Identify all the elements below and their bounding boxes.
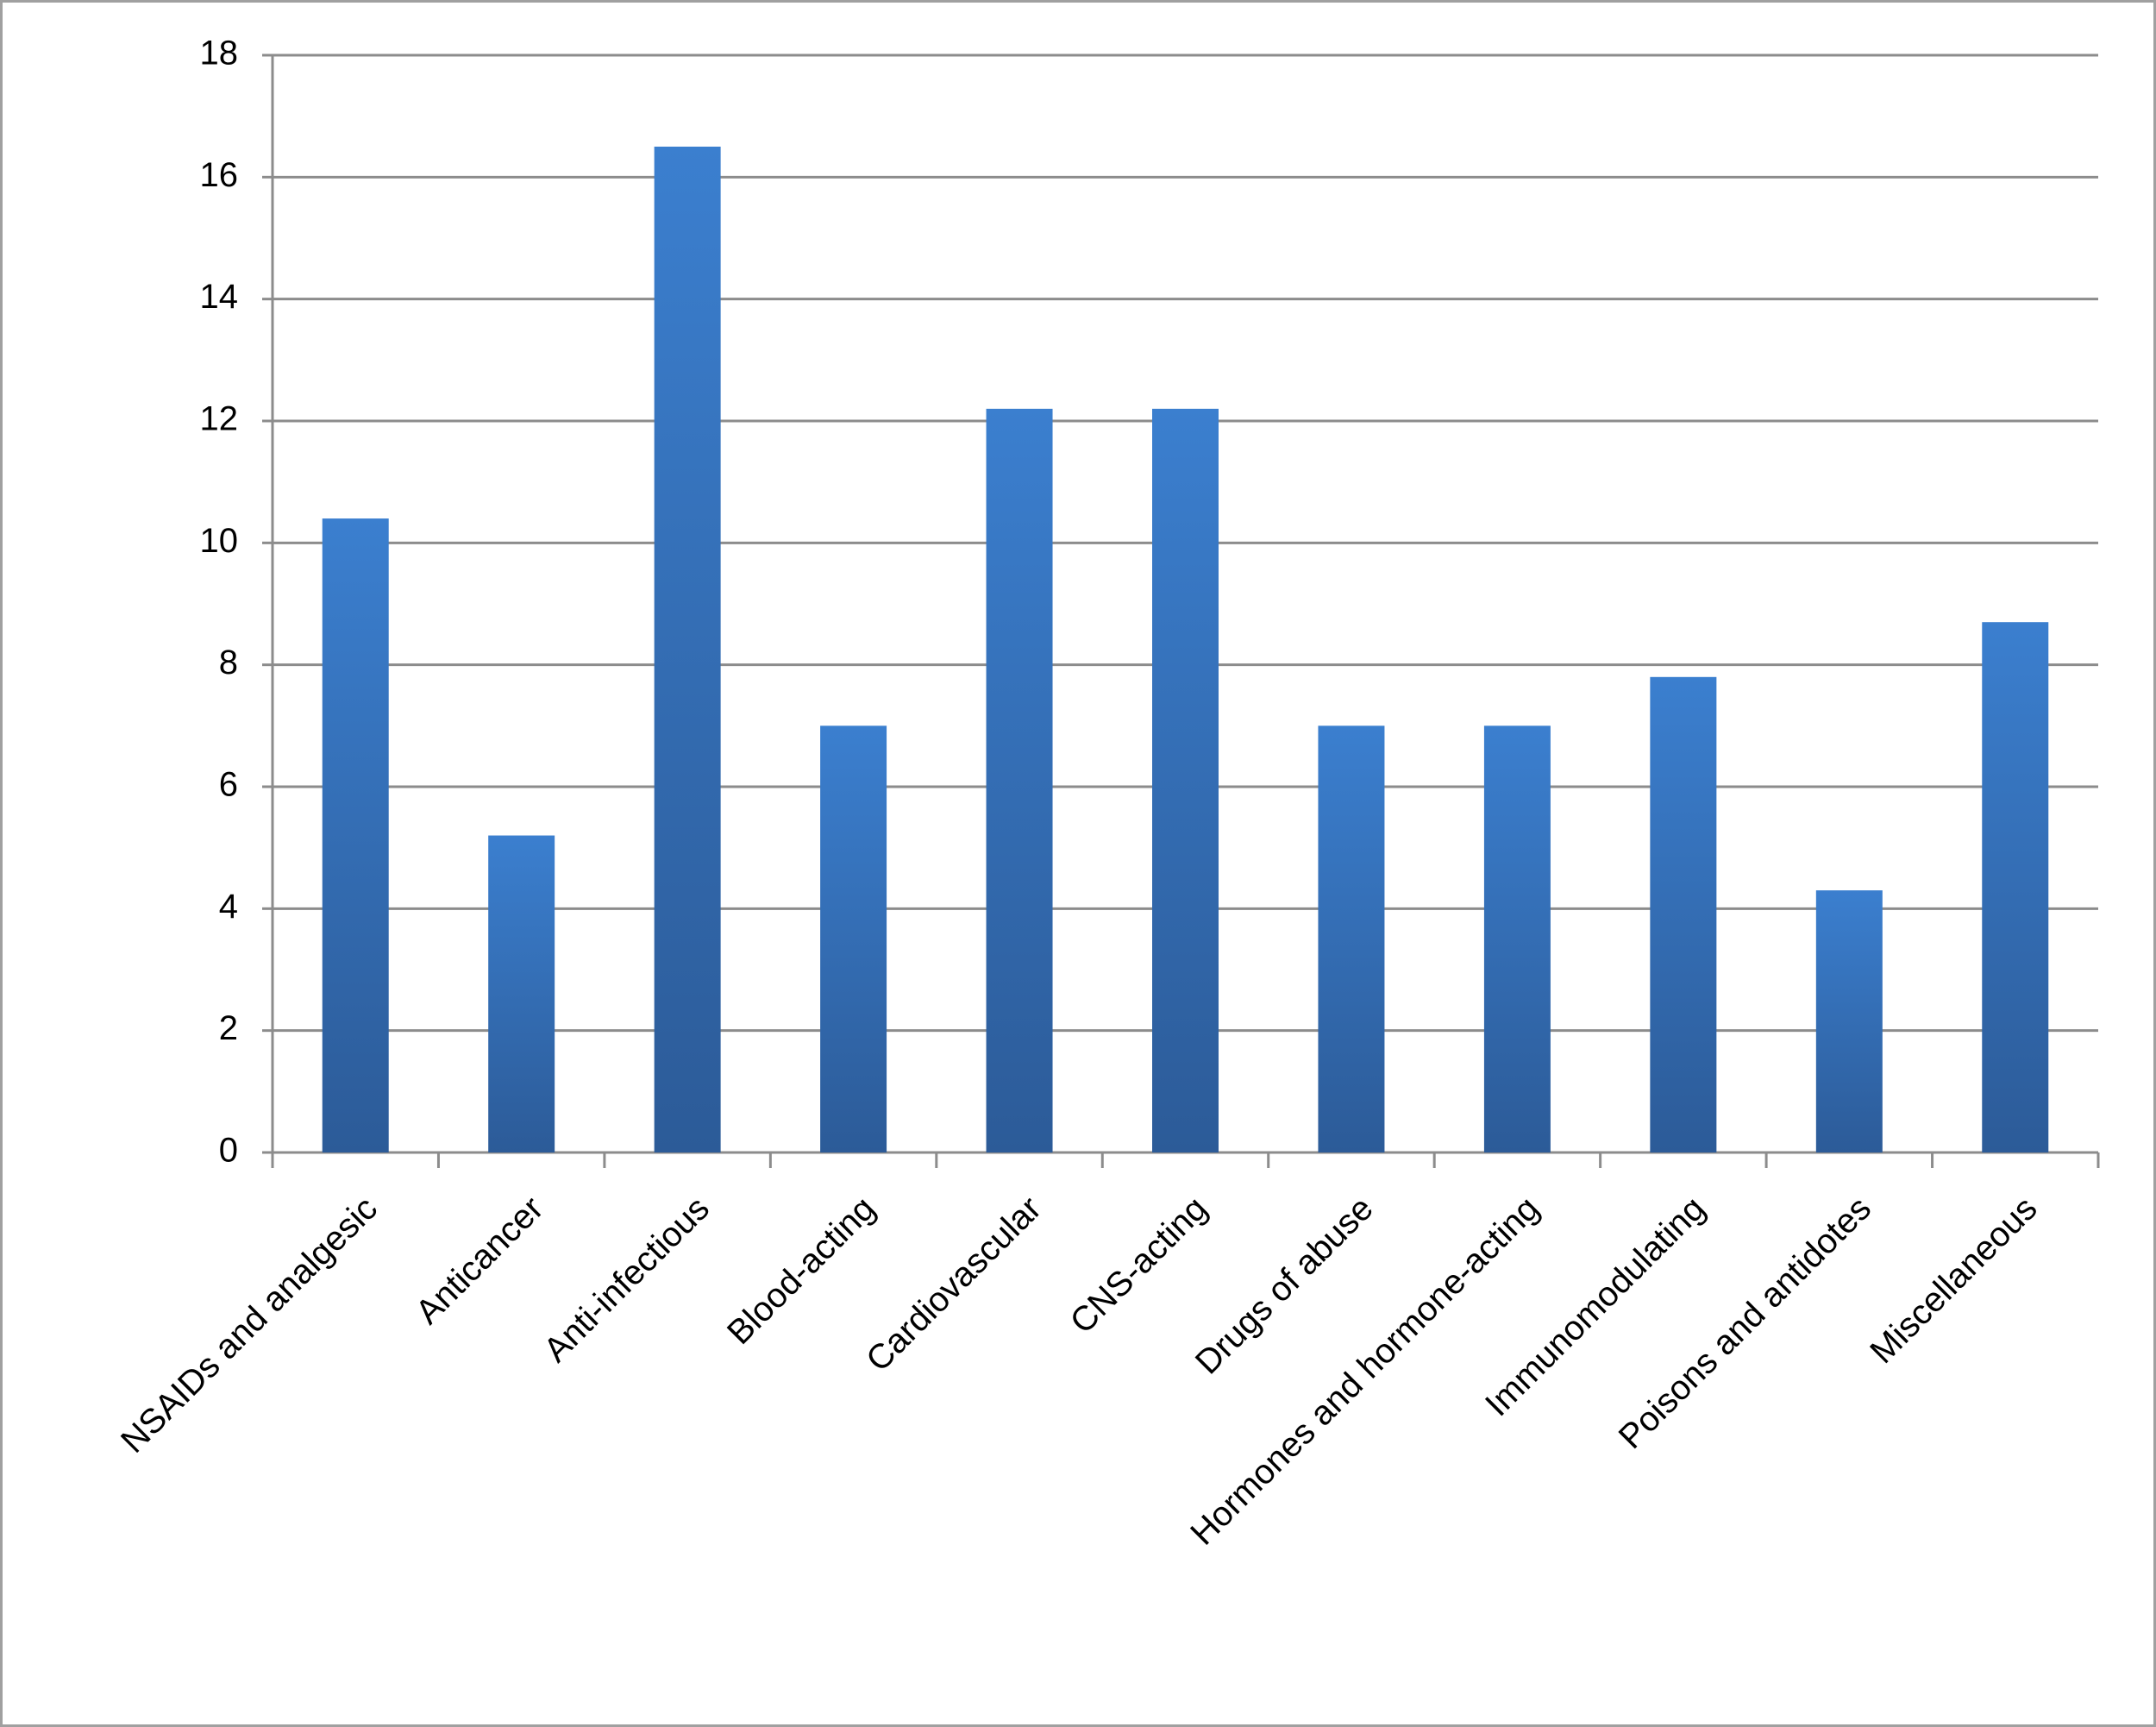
y-tick-label: 2 <box>219 1009 238 1047</box>
y-tick-label: 0 <box>219 1132 238 1170</box>
bar <box>654 147 721 1152</box>
bar <box>1815 890 1883 1152</box>
y-tick-label: 10 <box>200 522 239 560</box>
bar <box>1650 676 1717 1152</box>
y-tick-label: 8 <box>219 644 238 681</box>
bar <box>1483 725 1551 1152</box>
bar <box>488 835 555 1152</box>
y-tick-label: 16 <box>200 156 239 194</box>
bar <box>1982 622 2049 1152</box>
bar <box>986 408 1053 1152</box>
bar <box>1152 408 1219 1152</box>
y-tick-label: 4 <box>219 888 238 926</box>
bar <box>1318 725 1385 1152</box>
y-tick-label: 14 <box>200 278 239 316</box>
bar <box>322 518 389 1152</box>
y-tick-label: 6 <box>219 766 238 804</box>
y-tick-label: 12 <box>200 400 239 438</box>
y-tick-label: 18 <box>200 35 239 72</box>
bar <box>820 725 887 1152</box>
